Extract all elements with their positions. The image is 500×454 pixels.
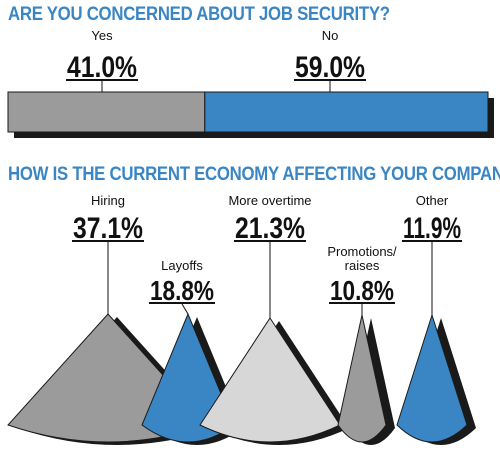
pie-wedge-promotions-raises: [337, 314, 387, 443]
pie-wedge-other: [396, 313, 468, 443]
pie-label-other: Other: [416, 193, 449, 208]
bar-label-no: No: [322, 28, 339, 43]
pie-value-hiring: 37.1%: [73, 212, 143, 245]
bar-segment-no: [204, 91, 489, 133]
bar-segment-yes: [7, 91, 206, 133]
bar-value-no: 59.0%: [295, 51, 365, 84]
pie-wedge-more-overtime: [199, 317, 341, 443]
pie-label-hiring: Hiring: [91, 193, 125, 208]
bar-label-yes: Yes: [91, 28, 113, 43]
pie-value-layoffs: 18.8%: [150, 275, 214, 306]
pie-value-promotions-raises: 10.8%: [330, 275, 394, 306]
pie-value-more-overtime: 21.3%: [235, 212, 305, 245]
economy-effect-title: HOW IS THE CURRENT ECONOMY AFFECTING YOU…: [8, 163, 500, 185]
pie-label-promotions-raises-line2: raises: [345, 258, 380, 273]
pie-label-promotions-raises: Promotions/: [327, 244, 397, 259]
pie-label-more-overtime: More overtime: [228, 193, 311, 208]
bar-value-yes: 41.0%: [67, 51, 137, 84]
pie-value-other: 11.9%: [403, 212, 461, 245]
pie-leader-layoffs: [181, 303, 189, 315]
pie-label-layoffs: Layoffs: [161, 258, 203, 273]
job-security-title: ARE YOU CONCERNED ABOUT JOB SECURITY?: [8, 3, 390, 25]
